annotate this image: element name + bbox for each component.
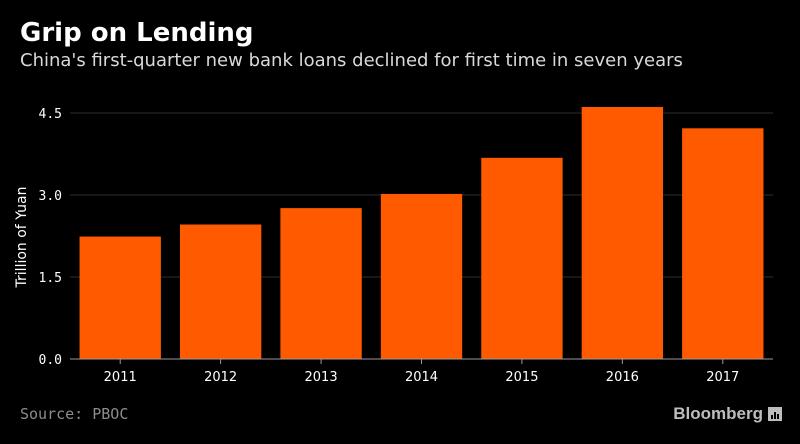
bar-2013 — [280, 208, 362, 359]
chart-subtitle: China's first-quarter new bank loans dec… — [20, 50, 683, 71]
bar-2016 — [581, 106, 664, 359]
chart-title: Grip on Lending — [20, 18, 254, 48]
x-tick-label: 2016 — [606, 370, 639, 385]
x-tick-label: 2012 — [204, 370, 237, 385]
bar-2011 — [79, 236, 161, 359]
bloomberg-logo: Bloomberg — [673, 404, 782, 424]
bar-2015 — [481, 157, 563, 359]
bar-2017 — [682, 128, 764, 359]
bar-2012 — [179, 224, 262, 359]
x-tick-label: 2015 — [505, 370, 538, 385]
source-note: Source: PBOC — [20, 405, 129, 423]
x-tick-label: 2014 — [405, 370, 438, 385]
x-tick-label: 2017 — [706, 370, 739, 385]
y-tick-label: 3.0 — [39, 189, 62, 204]
x-tick-label: 2013 — [305, 370, 338, 385]
y-tick-label: 1.5 — [39, 271, 62, 286]
brand-name: Bloomberg — [673, 404, 763, 423]
axes: 0.0 1.5 3.0 4.5 2011 2012 2013 2014 2015 2016 2017 — [39, 107, 773, 385]
bar-2014 — [380, 193, 463, 359]
y-tick-label: 0.0 — [39, 353, 62, 368]
y-tick-label: 4.5 — [39, 107, 62, 122]
x-tick-label: 2011 — [104, 370, 137, 385]
bloomberg-chart-icon — [768, 407, 782, 421]
bars — [79, 106, 764, 359]
y-axis-label: Trillion of Yuan — [14, 187, 30, 289]
